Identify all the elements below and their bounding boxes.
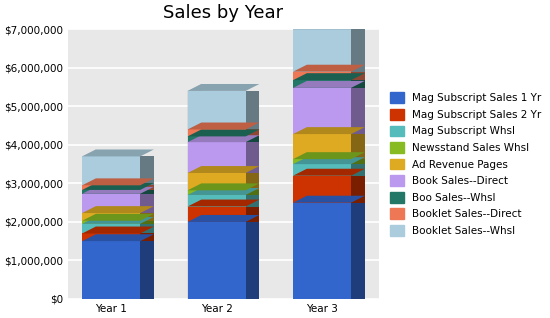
Bar bbox=[188, 129, 246, 136]
Polygon shape bbox=[188, 188, 260, 195]
Polygon shape bbox=[246, 136, 260, 142]
Bar bbox=[82, 190, 140, 194]
Bar bbox=[82, 224, 140, 233]
Bar bbox=[188, 91, 246, 129]
Polygon shape bbox=[188, 200, 260, 206]
Polygon shape bbox=[246, 91, 260, 129]
Polygon shape bbox=[351, 134, 365, 159]
Polygon shape bbox=[351, 164, 365, 176]
Polygon shape bbox=[351, 159, 365, 164]
Legend: Mag Subscript Sales 1 Yr, Mag Subscript Sales 2 Yr, Mag Subscript Whsl, Newsstan: Mag Subscript Sales 1 Yr, Mag Subscript … bbox=[387, 89, 544, 239]
Polygon shape bbox=[351, 72, 365, 80]
Bar bbox=[82, 241, 140, 299]
Bar bbox=[293, 176, 351, 203]
Bar bbox=[82, 194, 140, 213]
Bar bbox=[82, 185, 140, 190]
Polygon shape bbox=[82, 206, 154, 213]
Polygon shape bbox=[246, 206, 260, 222]
Bar bbox=[188, 195, 246, 206]
Polygon shape bbox=[293, 152, 365, 159]
Polygon shape bbox=[293, 157, 365, 164]
Polygon shape bbox=[82, 149, 154, 156]
Bar bbox=[82, 233, 140, 241]
Bar bbox=[293, 164, 351, 176]
Polygon shape bbox=[246, 173, 260, 190]
Title: Sales by Year: Sales by Year bbox=[163, 4, 284, 22]
Polygon shape bbox=[351, 29, 365, 72]
Polygon shape bbox=[140, 213, 154, 221]
Bar bbox=[188, 222, 246, 299]
Polygon shape bbox=[293, 65, 365, 72]
Polygon shape bbox=[188, 129, 260, 136]
Polygon shape bbox=[188, 215, 260, 222]
Bar bbox=[188, 173, 246, 190]
Polygon shape bbox=[293, 22, 365, 29]
Polygon shape bbox=[293, 81, 365, 88]
Polygon shape bbox=[293, 169, 365, 176]
Bar bbox=[293, 159, 351, 164]
Polygon shape bbox=[140, 156, 154, 185]
Polygon shape bbox=[246, 195, 260, 206]
Polygon shape bbox=[188, 84, 201, 299]
Polygon shape bbox=[82, 217, 154, 224]
Polygon shape bbox=[188, 183, 260, 190]
Polygon shape bbox=[140, 194, 154, 213]
Polygon shape bbox=[293, 22, 307, 299]
Bar bbox=[293, 29, 351, 72]
Polygon shape bbox=[293, 127, 365, 134]
Polygon shape bbox=[82, 214, 154, 221]
Bar bbox=[293, 80, 351, 88]
Polygon shape bbox=[82, 226, 154, 233]
Bar bbox=[188, 142, 246, 173]
Polygon shape bbox=[82, 234, 154, 241]
Polygon shape bbox=[140, 221, 154, 224]
Polygon shape bbox=[351, 176, 365, 203]
Bar bbox=[82, 156, 140, 185]
Polygon shape bbox=[188, 166, 260, 173]
Polygon shape bbox=[82, 149, 96, 299]
Polygon shape bbox=[293, 73, 365, 80]
Polygon shape bbox=[140, 224, 154, 233]
Polygon shape bbox=[246, 190, 260, 195]
Polygon shape bbox=[246, 142, 260, 173]
Polygon shape bbox=[351, 88, 365, 134]
Polygon shape bbox=[140, 185, 154, 190]
Polygon shape bbox=[82, 178, 154, 185]
Bar bbox=[293, 134, 351, 159]
Polygon shape bbox=[188, 122, 260, 129]
Polygon shape bbox=[140, 233, 154, 241]
Bar bbox=[82, 221, 140, 224]
Polygon shape bbox=[82, 187, 154, 194]
Polygon shape bbox=[82, 183, 154, 190]
Polygon shape bbox=[351, 203, 365, 299]
Bar bbox=[82, 213, 140, 221]
Polygon shape bbox=[140, 241, 154, 299]
Bar bbox=[188, 206, 246, 222]
Bar bbox=[293, 72, 351, 80]
Polygon shape bbox=[351, 80, 365, 88]
Polygon shape bbox=[140, 190, 154, 194]
Bar bbox=[293, 203, 351, 299]
Polygon shape bbox=[188, 135, 260, 142]
Polygon shape bbox=[188, 84, 260, 91]
Polygon shape bbox=[246, 129, 260, 136]
Polygon shape bbox=[246, 222, 260, 299]
Bar bbox=[188, 136, 246, 142]
Bar bbox=[188, 190, 246, 195]
Bar bbox=[293, 88, 351, 134]
Polygon shape bbox=[293, 196, 365, 203]
